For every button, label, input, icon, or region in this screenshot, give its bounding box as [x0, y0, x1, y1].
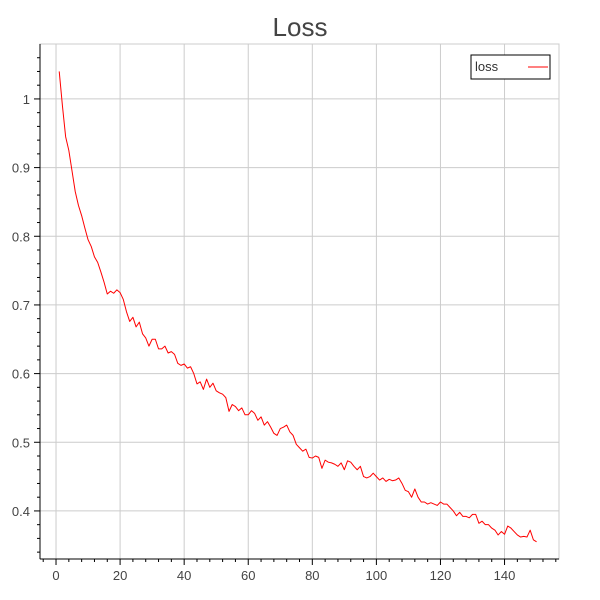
x-tick-label: 120: [430, 568, 452, 583]
chart-title: Loss: [273, 12, 328, 42]
y-tick-label: 0.7: [12, 298, 30, 313]
y-tick-label: 0.4: [12, 504, 30, 519]
x-tick-label: 100: [366, 568, 388, 583]
series-layer: [58, 71, 537, 543]
x-tick-label: 60: [241, 568, 255, 583]
plot-area: [40, 44, 559, 559]
legend-label-loss: loss: [475, 59, 499, 74]
grid: [40, 44, 559, 559]
y-tick-label: 0.6: [12, 367, 30, 382]
x-tick-label: 0: [52, 568, 59, 583]
y-tick-label: 0.9: [12, 161, 30, 176]
x-tick-label: 140: [494, 568, 516, 583]
y-tick-label: 0.5: [12, 435, 30, 450]
x-tick-label: 20: [113, 568, 127, 583]
legend-box: [470, 54, 551, 80]
x-tick-label: 80: [305, 568, 319, 583]
y-tick-label: 1: [23, 92, 30, 107]
axes: 0 20 40 60 80 100 120 140 0.4 0.5 0.6 0.7 0.8 0.9 1: [12, 44, 559, 583]
legend: loss: [470, 54, 551, 80]
series-line-loss: [58, 71, 537, 543]
y-tick-label: 0.8: [12, 229, 30, 244]
x-tick-label: 40: [177, 568, 191, 583]
